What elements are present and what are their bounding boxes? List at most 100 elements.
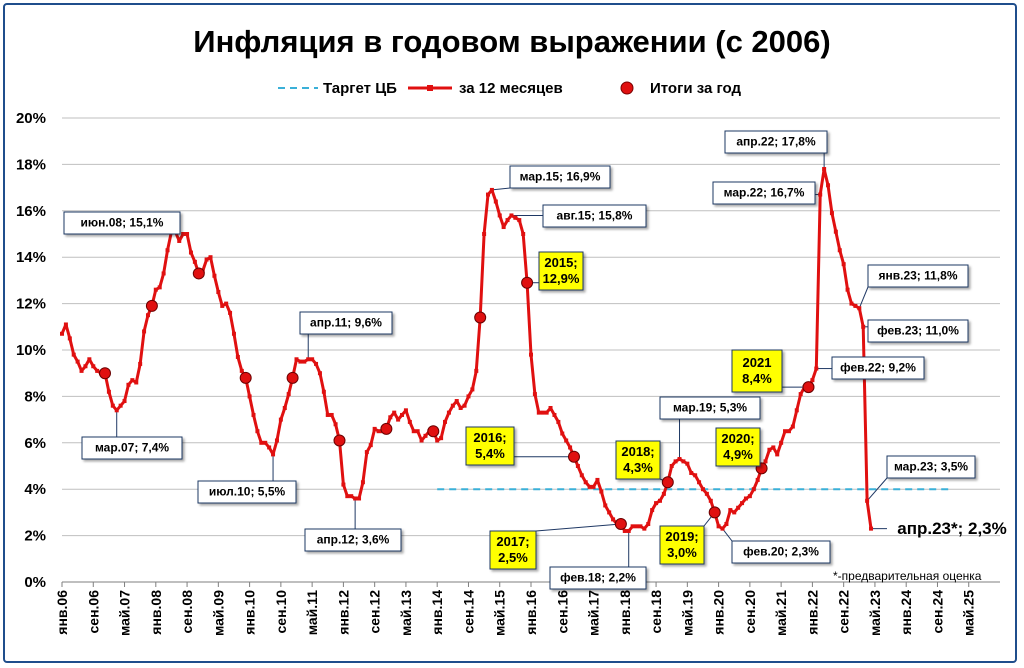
callout-box: [549, 566, 647, 590]
monthly-point: [489, 187, 494, 192]
annual-point: [333, 434, 346, 447]
monthly-point: [302, 359, 307, 364]
callout-text: 3,0%: [667, 545, 697, 560]
footnote: *-предварительная оценка: [833, 569, 982, 583]
monthly-point: [611, 517, 616, 522]
monthly-point: [462, 403, 467, 408]
monthly-point: [673, 459, 678, 464]
monthly-point: [708, 498, 713, 503]
callout-leader: [866, 477, 888, 502]
monthly-point: [763, 459, 768, 464]
x-tick-label: янв.10: [242, 590, 258, 635]
callout-box: [615, 440, 661, 480]
callout-text: апр.22; 17,8%: [736, 135, 816, 149]
monthly-point: [317, 371, 322, 376]
monthly-point: [235, 354, 240, 359]
legend-target-label: Таргет ЦБ: [323, 80, 397, 97]
callout-box: [63, 211, 181, 235]
monthly-point: [497, 213, 502, 218]
monthly-point: [865, 498, 870, 503]
monthly-point: [364, 450, 369, 455]
monthly-point: [345, 494, 350, 499]
monthly-point: [634, 524, 639, 529]
monthly-point: [603, 503, 608, 508]
monthly-point: [751, 487, 756, 492]
monthly-point: [552, 412, 557, 417]
monthly-point: [138, 361, 143, 366]
callout-box: [489, 530, 537, 570]
monthly-point: [122, 399, 127, 404]
monthly-point: [607, 510, 612, 515]
callout-box: [538, 251, 584, 291]
callout-text: 2,5%: [498, 550, 528, 565]
monthly-point: [779, 440, 784, 445]
callout-text: 2020;: [721, 431, 754, 446]
annotations: июн.08; 15,1% мар.07; 7,4% июл.10; 5,5% апр…: [63, 130, 1007, 590]
monthly-point: [360, 480, 365, 485]
monthly-point: [274, 438, 279, 443]
monthly-point: [743, 496, 748, 501]
monthly-point: [669, 464, 674, 468]
monthly-point: [357, 496, 362, 501]
monthly-point: [591, 484, 596, 489]
callout-box: [542, 204, 647, 228]
monthly-point: [536, 410, 541, 415]
callout-leader: [858, 286, 869, 309]
monthly-point: [736, 505, 741, 510]
callout-box: [197, 480, 297, 504]
monthly-point: [810, 378, 815, 383]
monthly-point: [482, 232, 487, 236]
monthly-point: [728, 508, 733, 513]
callout-leader: [722, 528, 733, 542]
y-tick-label: 2%: [24, 528, 46, 545]
monthly-point: [247, 394, 252, 399]
monthly-point: [740, 501, 745, 506]
x-tick-label: сен.12: [367, 590, 383, 634]
monthly-point: [228, 310, 233, 315]
monthly-point: [724, 522, 729, 526]
monthly-point: [376, 429, 381, 434]
y-tick-label: 20%: [16, 110, 46, 127]
monthly-point: [255, 429, 260, 434]
monthly-point: [599, 489, 604, 494]
monthly-point: [415, 429, 420, 434]
callout-text: 5,4%: [475, 446, 505, 461]
monthly-point: [407, 419, 412, 424]
monthly-point: [700, 487, 705, 492]
monthly-point: [251, 412, 256, 417]
callout-text: июн.08; 15,1%: [81, 216, 164, 230]
monthly-point: [263, 440, 268, 445]
monthly-point: [423, 433, 428, 438]
monthly-point: [771, 445, 776, 450]
monthly-point: [794, 408, 799, 413]
callout-text: 2018;: [621, 444, 654, 459]
monthly-point: [95, 368, 100, 373]
monthly-point: [314, 361, 319, 366]
monthly-point: [826, 183, 831, 188]
monthly-point: [822, 167, 827, 172]
y-tick-label: 10%: [16, 342, 46, 359]
x-tick-label: май.07: [117, 590, 133, 636]
callout-text: апр.12; 3,6%: [317, 533, 390, 547]
monthly-point: [853, 303, 858, 308]
monthly-point: [841, 262, 846, 267]
monthly-point: [396, 417, 401, 422]
y-tick-label: 6%: [24, 435, 46, 452]
annual-point: [708, 506, 721, 519]
monthly-point: [642, 526, 647, 531]
monthly-point: [857, 306, 862, 311]
callout-text: мар.07; 7,4%: [95, 441, 169, 455]
monthly-point: [349, 494, 354, 499]
monthly-point: [130, 378, 135, 383]
callout-box: [81, 436, 183, 460]
monthly-point: [60, 331, 64, 336]
monthly-point: [532, 392, 537, 397]
monthly-point: [392, 410, 397, 415]
monthly-point: [544, 410, 549, 415]
x-tick-label: янв.20: [711, 590, 727, 635]
monthly-point: [564, 438, 569, 443]
annual-point: [286, 371, 299, 384]
monthly-point: [91, 364, 96, 369]
x-tick-label: май.21: [773, 590, 789, 636]
callout-text: 2017;: [496, 534, 529, 549]
